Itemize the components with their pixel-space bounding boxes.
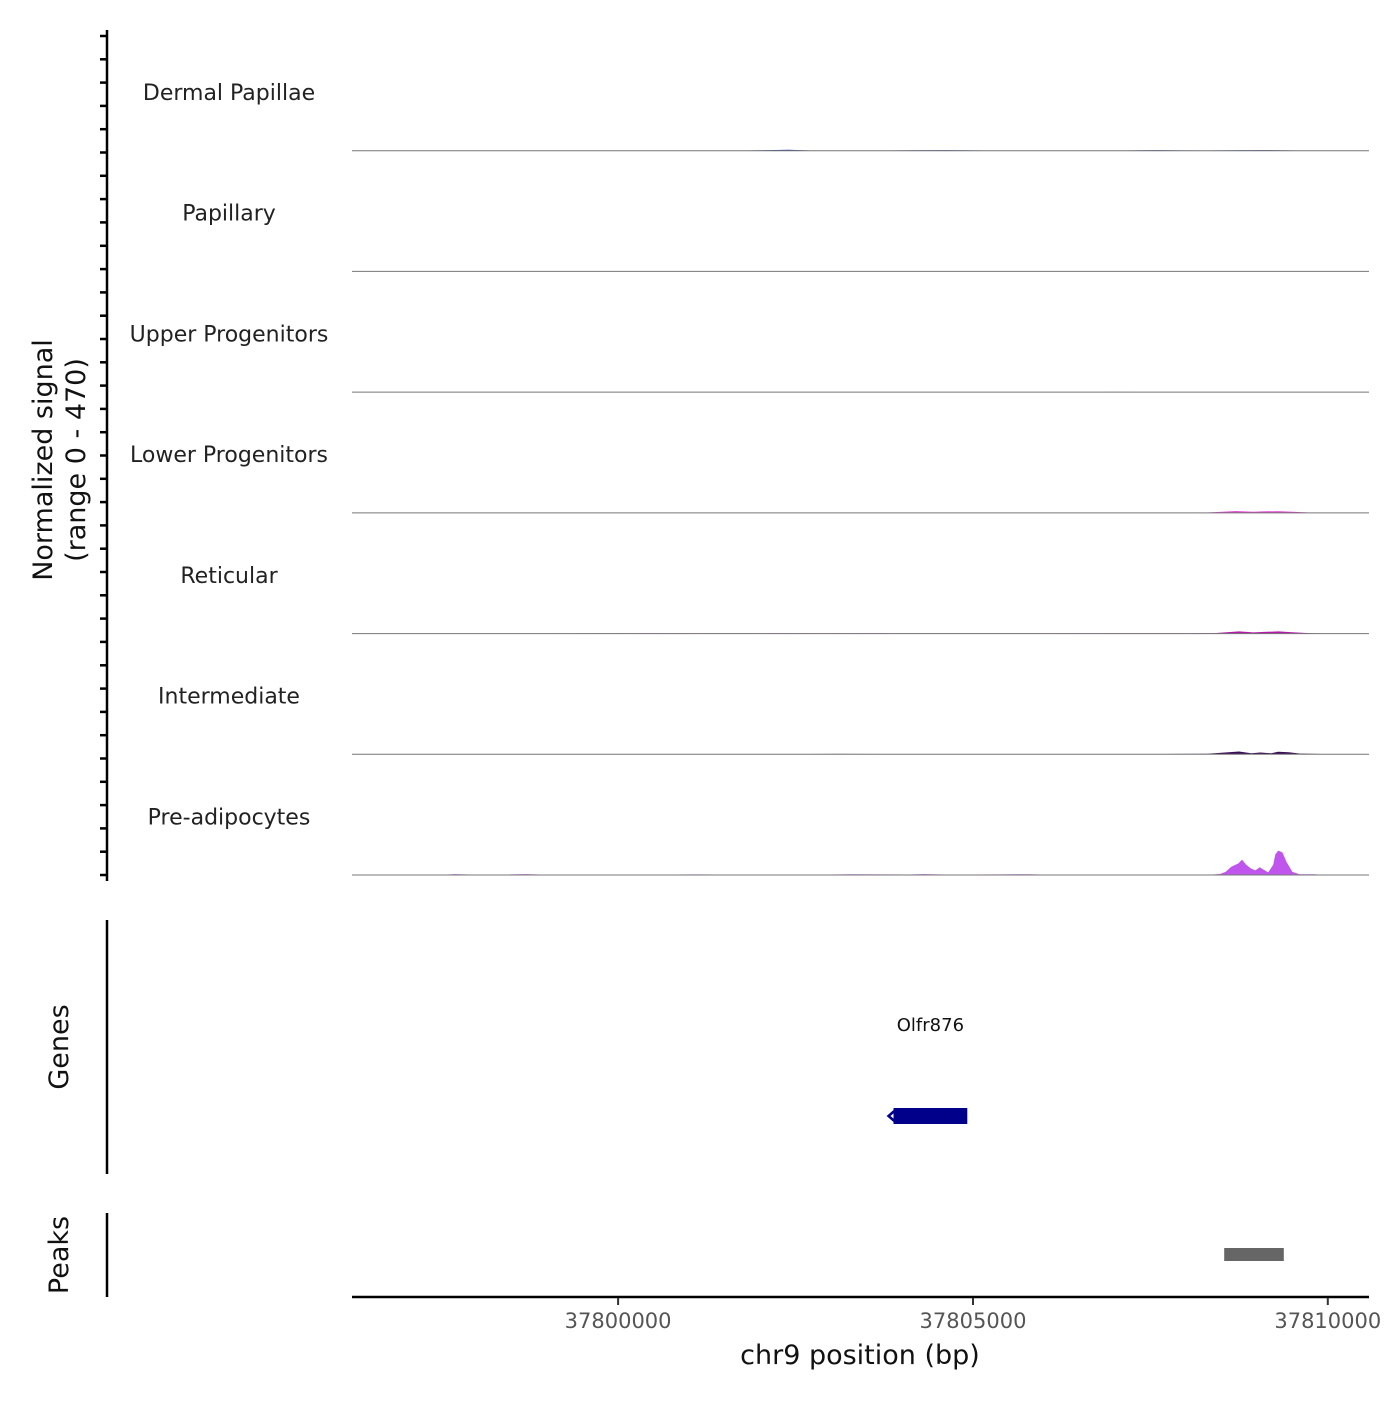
track-label: Lower Progenitors xyxy=(130,443,328,468)
peak-region xyxy=(1224,1248,1284,1261)
track-label: Dermal Papillae xyxy=(143,81,315,106)
peak-regions xyxy=(1224,1248,1284,1261)
track-dermal-papillae: Dermal Papillae xyxy=(143,81,1369,151)
track-intermediate: Intermediate xyxy=(158,685,1369,755)
x-tick-label: 37810000 xyxy=(1274,1309,1381,1333)
signal-y-axis xyxy=(100,30,107,881)
x-axis-title: chr9 position (bp) xyxy=(740,1340,980,1371)
track-reticular: Reticular xyxy=(180,564,1369,634)
x-tick-label: 37800000 xyxy=(565,1309,672,1333)
track-label: Intermediate xyxy=(158,685,300,710)
gene-body xyxy=(894,1108,968,1124)
y-axis-title-line1: Normalized signal xyxy=(28,339,59,581)
y-axis-title-line2: (range 0 - 470) xyxy=(61,358,92,562)
track-label: Pre-adipocytes xyxy=(148,805,311,830)
coverage-tracks: Dermal Papillae Papillary Upper Progenitor… xyxy=(130,81,1369,875)
track-upper-progenitors: Upper Progenitors xyxy=(130,322,1369,392)
track-lower-progenitors: Lower Progenitors xyxy=(130,443,1369,513)
coverage-area xyxy=(377,851,1328,875)
genes-track-title: Genes xyxy=(44,1004,75,1089)
track-label: Upper Progenitors xyxy=(130,322,329,347)
x-axis-ticks: 37800000 37805000 37810000 xyxy=(565,1298,1382,1333)
track-pre-adipocytes: Pre-adipocytes xyxy=(148,805,1369,875)
x-tick-label: 37805000 xyxy=(920,1309,1027,1333)
track-label: Papillary xyxy=(182,202,276,227)
track-label: Reticular xyxy=(180,564,278,589)
gene-label: Olfr876 xyxy=(897,1015,964,1036)
peaks-track-title: Peaks xyxy=(44,1216,75,1294)
gene-annotations: Olfr876 xyxy=(889,1015,968,1124)
track-papillary: Papillary xyxy=(182,202,1369,272)
